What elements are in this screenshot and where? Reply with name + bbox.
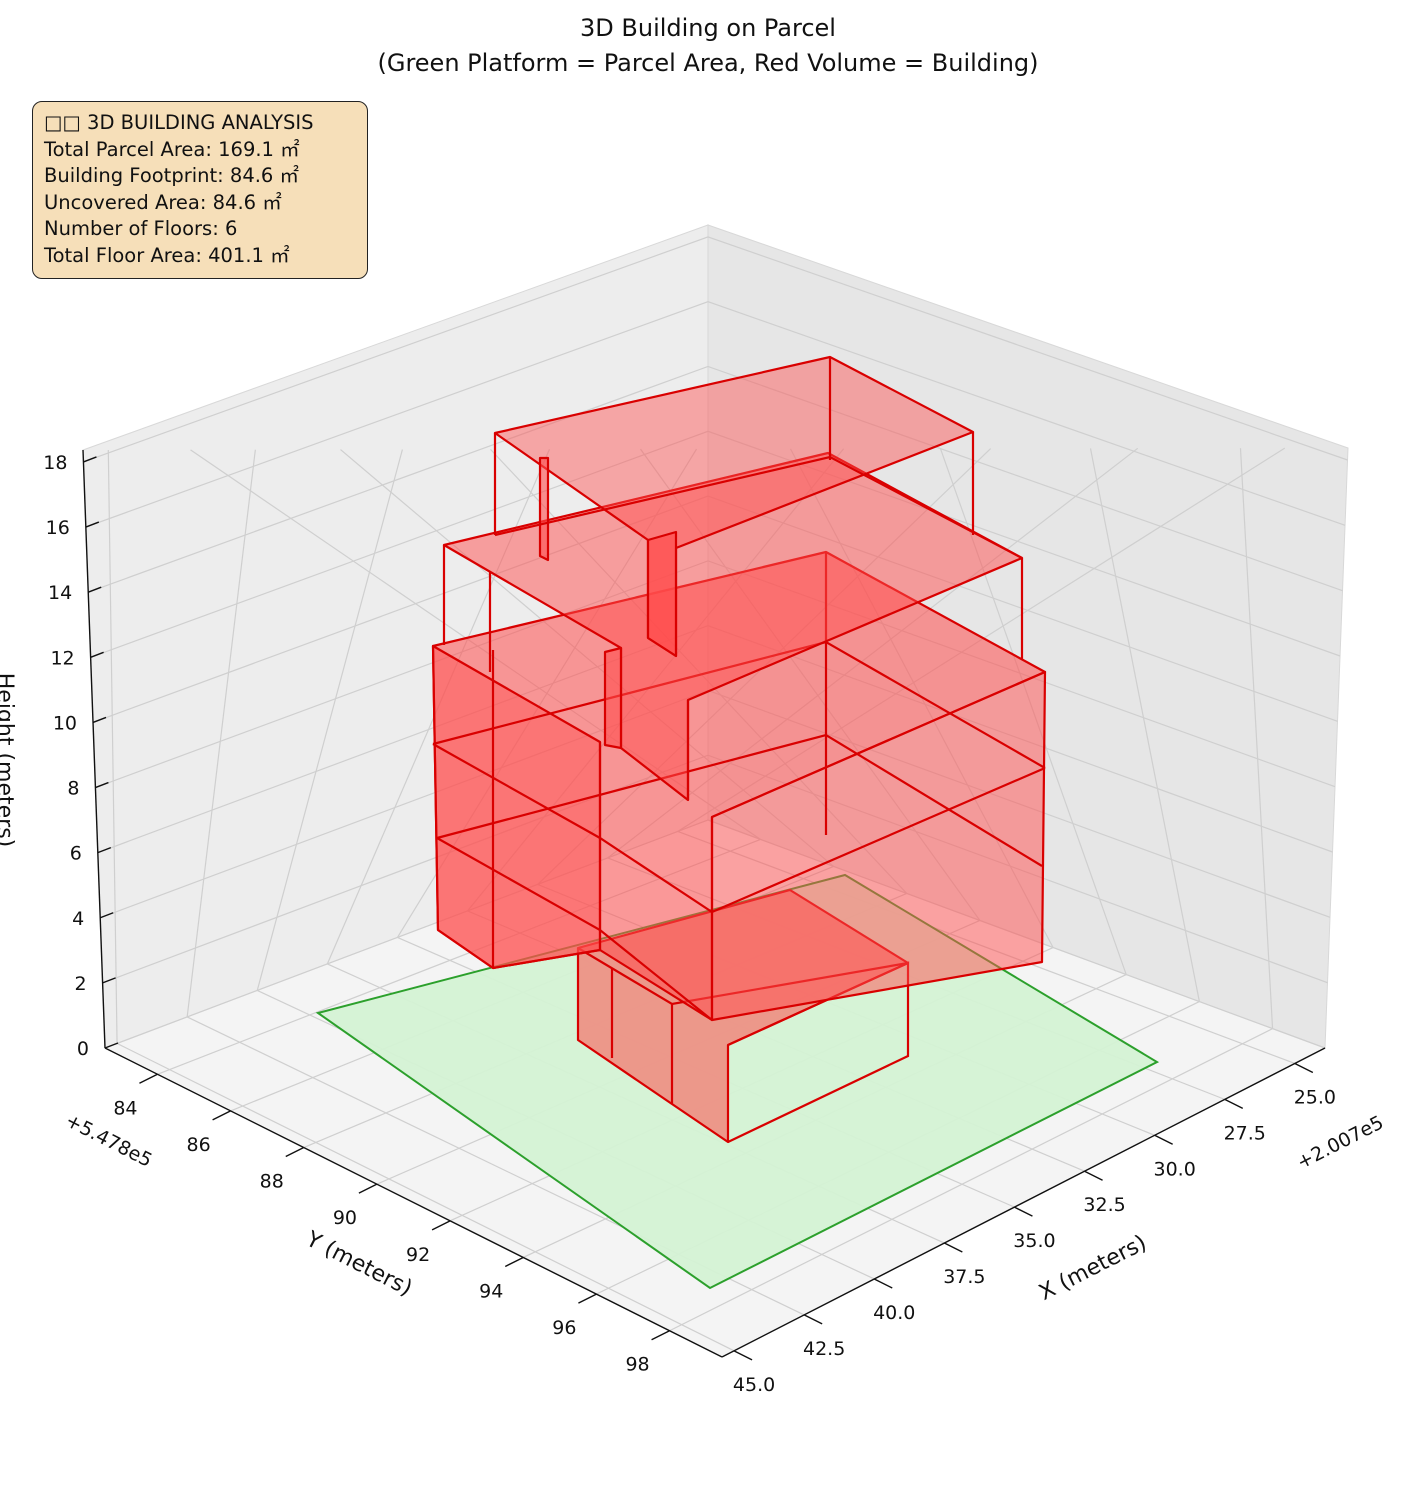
z-axis-label: Height (meters) [0, 673, 17, 848]
y-axis-line [104, 1047, 723, 1358]
z-axis-line [82, 449, 106, 1049]
y-wall-gridline [1089, 448, 1200, 1002]
building-top-notch-right [646, 530, 678, 658]
y-tick-mark [285, 1146, 305, 1158]
z-gridline [83, 236, 1348, 463]
building-lower-front [431, 644, 602, 970]
y-axis-label: Y (meters) [301, 1226, 416, 1301]
info-line-parcel-area: Total Parcel Area: 169.1 ㎡ [44, 137, 300, 161]
x-tick-mark [1154, 1134, 1173, 1145]
y-tick-label: 88 [260, 1171, 284, 1193]
y-tick-label: 84 [113, 1097, 137, 1119]
x-wall-gridline [186, 449, 256, 1018]
floor-line [432, 743, 1046, 914]
z-gridline [88, 365, 1343, 593]
building-top-notch [538, 456, 550, 562]
analysis-info-box: □□ 3D BUILDING ANALYSIS Total Parcel Are… [32, 101, 368, 279]
y-tick-label: 98 [625, 1354, 649, 1376]
z-tick-mark [95, 781, 109, 789]
y-tick-label: 86 [187, 1134, 211, 1156]
y-tick-mark [212, 1110, 231, 1121]
floor-line [494, 455, 1023, 559]
z-tick-label: 8 [67, 778, 79, 800]
y-wall-gridline [1239, 448, 1274, 1029]
x-wall-gridline [107, 449, 118, 1044]
z-tick-mark [97, 846, 112, 854]
info-line-uncovered: Uncovered Area: 84.6 ㎡ [44, 190, 282, 214]
info-title: □□ 3D BUILDING ANALYSIS [44, 111, 314, 134]
axes-lines [82, 449, 1326, 1358]
x-axis-line [721, 1047, 1326, 1358]
z-tick-mark [85, 521, 100, 528]
x-tick-mark [803, 1314, 823, 1325]
x-tick-label: 32.5 [1083, 1194, 1125, 1216]
info-line-floors: Number of Floors: 6 [44, 217, 238, 241]
z-tick-label: 0 [77, 1038, 89, 1060]
info-line-footprint: Building Footprint: 84.6 ㎡ [44, 164, 300, 188]
z-tick-label: 6 [70, 843, 82, 865]
x-tick-mark [1014, 1206, 1033, 1217]
z-tick-label: 14 [48, 582, 72, 604]
x-tick-mark [1294, 1062, 1314, 1074]
building-layer [431, 355, 1047, 1144]
y-tick-mark [431, 1220, 451, 1231]
x-tick-mark [1224, 1098, 1244, 1109]
x-tick-label: 37.5 [943, 1266, 985, 1288]
info-line-floor-area: Total Floor Area: 401.1 ㎡ [44, 243, 290, 267]
x-tick-label: 25.0 [1294, 1086, 1336, 1108]
y-tick-mark [578, 1293, 597, 1304]
z-tick-mark [104, 1042, 119, 1049]
axis-ticks: 0 2 4 6 8 10 12 14 16 18 84 86 88 90 92 94 96 98 25.0 27.5 3… [43, 452, 1336, 1396]
z-tick-mark [83, 456, 97, 463]
x-tick-mark [733, 1350, 753, 1361]
z-tick-label: 10 [53, 712, 77, 734]
z-tick-label: 2 [75, 973, 87, 995]
x-tick-mark [873, 1278, 893, 1289]
z-tick-mark [92, 716, 107, 724]
y-tick-mark [358, 1183, 378, 1194]
x-offset-label: +2.007e5 [1293, 1111, 1387, 1173]
x-gridline [116, 1042, 735, 1352]
y-tick-mark [139, 1073, 158, 1084]
building-lower-right [710, 670, 1047, 1022]
z-tick-label: 4 [72, 908, 84, 930]
z-tick-label: 12 [50, 647, 74, 669]
x-wall-gridline [256, 449, 403, 991]
chart-title: 3D Building on Parcel [580, 14, 836, 42]
z-tick-mark [102, 977, 116, 984]
building-middle-notch [603, 646, 623, 750]
chart-subtitle: (Green Platform = Parcel Area, Red Volum… [377, 49, 1038, 77]
y-tick-label: 92 [406, 1244, 430, 1266]
building-ground-edge [727, 961, 910, 1143]
x-tick-label: 40.0 [873, 1302, 915, 1324]
z-gridline [90, 430, 1341, 658]
z-tick-mark [87, 586, 102, 593]
x-tick-label: 42.5 [803, 1338, 845, 1360]
z-tick-mark [90, 651, 104, 658]
y-tick-label: 96 [552, 1317, 576, 1339]
z-gridline [85, 301, 1346, 528]
z-tick-label: 16 [46, 517, 70, 539]
x-tick-label: 27.5 [1224, 1122, 1266, 1144]
y-offset-label: +5.478e5 [62, 1109, 156, 1171]
z-tick-label: 18 [43, 452, 67, 474]
x-tick-mark [1084, 1170, 1103, 1181]
y-tick-label: 94 [479, 1280, 503, 1302]
y-tick-mark [504, 1256, 524, 1268]
x-tick-label: 45.0 [733, 1374, 775, 1396]
y-tick-mark [651, 1330, 670, 1341]
z-tick-mark [99, 912, 114, 919]
x-tick-label: 30.0 [1153, 1158, 1195, 1180]
x-tick-mark [944, 1242, 963, 1253]
y-tick-label: 90 [333, 1207, 357, 1229]
x-tick-label: 35.0 [1013, 1230, 1055, 1252]
